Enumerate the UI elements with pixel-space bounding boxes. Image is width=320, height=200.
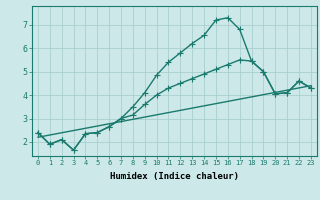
X-axis label: Humidex (Indice chaleur): Humidex (Indice chaleur) <box>110 172 239 181</box>
